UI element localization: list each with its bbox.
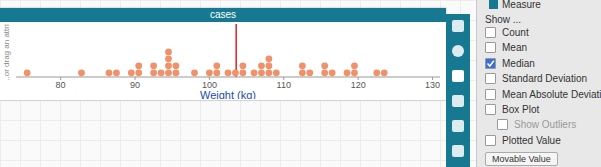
html-text:Count: Count: [502, 27, 529, 38]
html-text:..or drag an attri: ..or drag an attri: [1, 24, 11, 81]
svg-text:90: 90: [130, 80, 140, 90]
html-text:Show ...: Show ...: [485, 14, 522, 25]
html-text:Mean: Mean: [502, 42, 527, 54]
svg-text:100: 100: [201, 80, 217, 91]
html-text:Box Plot: Box Plot: [502, 104, 540, 115]
html-text:Standard Deviation: Standard Deviation: [502, 73, 588, 85]
svg-text:Weight (kg): Weight (kg): [200, 89, 256, 99]
svg-text:110: 110: [277, 80, 291, 90]
html-text:Plotted Value: Plotted Value: [502, 134, 561, 146]
html-text:Show Outliers: Show Outliers: [514, 119, 577, 131]
html-text:Measure: Measure: [502, 0, 541, 10]
html-text:Movable Value: Movable Value: [492, 154, 551, 164]
html-text:Median: Median: [502, 57, 535, 69]
svg-text:130: 130: [425, 80, 440, 90]
svg-text:120: 120: [351, 80, 366, 90]
html-text:cases: cases: [209, 9, 237, 20]
svg-text:80: 80: [56, 80, 66, 90]
